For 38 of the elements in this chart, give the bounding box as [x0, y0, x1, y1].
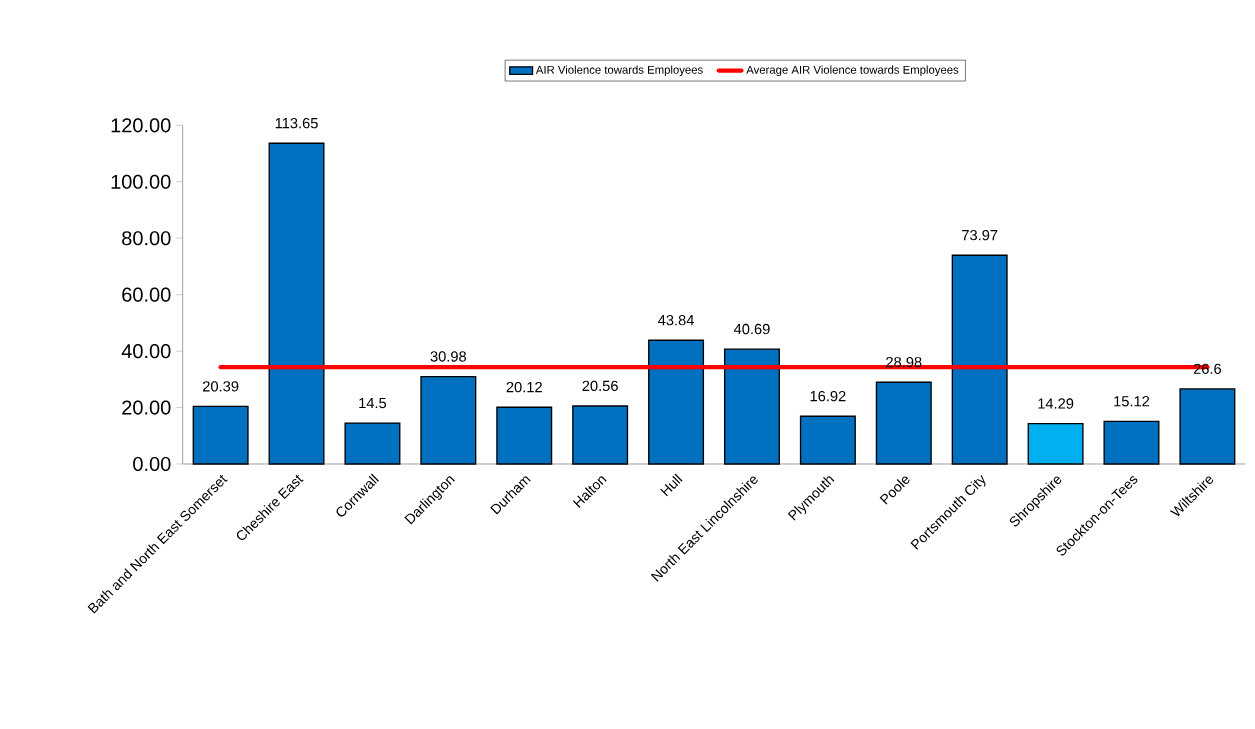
bar: [344, 422, 401, 465]
y-tick-label: 40.00: [121, 344, 171, 359]
bar: [420, 375, 477, 465]
data-label: 20.56: [582, 380, 618, 392]
bar: [1027, 423, 1084, 465]
data-label: 43.84: [658, 314, 694, 326]
x-tick-label: Hull: [660, 473, 683, 497]
data-label: 15.12: [1114, 396, 1150, 407]
bar: [1103, 420, 1160, 465]
bar: [496, 406, 553, 465]
data-label: 20.12: [506, 381, 542, 393]
bar: [572, 405, 629, 465]
data-label: 26.6: [1193, 363, 1222, 374]
bar: [1179, 388, 1236, 465]
data-label: 30.98: [430, 351, 467, 362]
bar: [192, 405, 249, 465]
data-label: 73.97: [962, 229, 998, 241]
y-tick-label: 60.00: [122, 287, 171, 302]
data-label: 113.65: [275, 117, 318, 129]
bar: [723, 348, 780, 465]
y-tick-label: 120.00: [111, 118, 171, 133]
data-label: 14.5: [359, 397, 387, 409]
data-label: 20.39: [203, 381, 239, 392]
data-label: 14.29: [1038, 398, 1074, 409]
y-tick-label: 0.00: [133, 456, 171, 472]
legend-label: AIR Violence towards Employees: [535, 65, 703, 77]
y-tick-label: 100.00: [111, 174, 171, 189]
bar: [648, 339, 705, 465]
data-label: 28.98: [886, 356, 922, 368]
y-tick-label: 80.00: [122, 231, 171, 246]
legend-label: Average AIR Violence towards Employees: [746, 65, 959, 77]
bar: [875, 381, 932, 465]
y-tick-label: 20.00: [122, 400, 171, 415]
bar: [799, 415, 856, 465]
data-label: 40.69: [733, 323, 770, 335]
bar: [951, 254, 1008, 465]
data-label: 16.92: [810, 390, 846, 402]
bar: [268, 142, 325, 465]
